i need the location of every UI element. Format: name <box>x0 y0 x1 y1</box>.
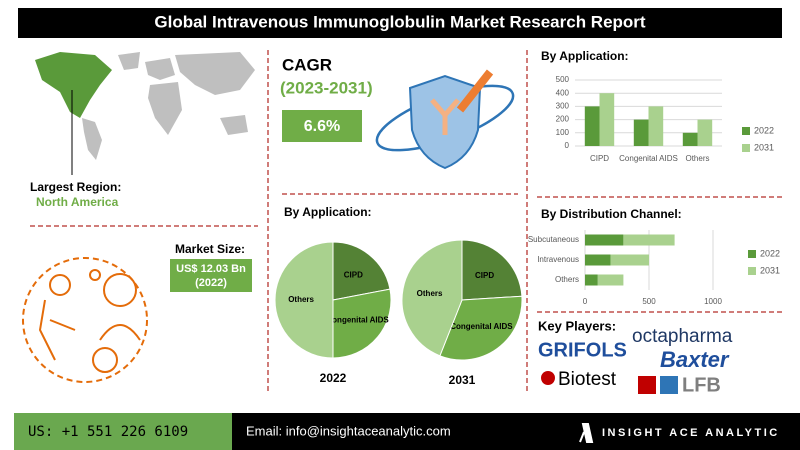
phone: US: +1 551 226 6109 <box>28 424 188 440</box>
chart-title: By Distribution Channel: <box>541 207 682 221</box>
world-map <box>35 52 255 175</box>
bar <box>648 106 664 146</box>
email: Email: info@insightaceanalytic.com <box>246 423 451 438</box>
shield-icon <box>375 69 515 170</box>
brand-icon <box>579 423 594 443</box>
market-size-value: US$ 12.03 Bn <box>176 263 246 275</box>
region-label: Largest Region: <box>30 180 121 194</box>
slice-label: Others <box>417 289 443 298</box>
x-tick-label: 500 <box>642 297 656 306</box>
pie-slice <box>332 288 392 359</box>
pie-slice <box>274 241 334 359</box>
market-size-year: (2022) <box>195 277 227 289</box>
slice-label: CIPD <box>344 271 363 280</box>
x-tick-label: 0 <box>583 297 588 306</box>
bar <box>682 132 698 146</box>
y-tick-label: 200 <box>556 115 570 124</box>
legend-label: 2022 <box>760 248 780 258</box>
y-tick-label: 0 <box>565 141 570 150</box>
header-bar <box>18 8 782 38</box>
key-players-label: Key Players: <box>538 318 616 333</box>
market-size-box <box>170 259 252 292</box>
y-tick-label: Subcutaneous <box>528 235 579 244</box>
bar <box>623 234 675 246</box>
slice-label: Congenital AIDS <box>450 322 513 331</box>
pie-title: 2031 <box>449 373 476 387</box>
bar <box>585 274 598 286</box>
page-title: Global Intravenous Immunoglobulin Market… <box>154 12 646 31</box>
bar <box>584 106 600 146</box>
y-tick-label: 100 <box>556 128 570 137</box>
x-tick-label: Congenital AIDS <box>619 154 678 163</box>
symptom-icon <box>22 257 148 383</box>
legend-swatch <box>748 267 756 275</box>
bar <box>599 93 615 146</box>
y-tick-label: Intravenous <box>537 255 579 264</box>
x-tick-label: 1000 <box>704 297 722 306</box>
x-tick-label: CIPD <box>590 154 609 163</box>
bar <box>633 119 649 146</box>
pie-slice <box>461 239 523 301</box>
slice-label: Congenital AIDS <box>326 315 389 324</box>
bar <box>597 274 624 286</box>
cagr-period: (2023-2031) <box>280 78 373 97</box>
bar <box>610 254 649 266</box>
legend-label: 2022 <box>754 125 774 135</box>
cagr-value: 6.6% <box>304 118 340 135</box>
pie-slice <box>401 239 463 357</box>
logo-baxter: Baxter <box>660 347 730 372</box>
logo-grifols: GRIFOLS <box>538 339 627 361</box>
phone-box <box>14 413 232 450</box>
logo-octapharma: octapharma <box>632 326 733 347</box>
y-tick-label: 500 <box>556 75 570 84</box>
footer-bar <box>232 413 800 450</box>
legend-label: 2031 <box>754 142 774 152</box>
slice-label: Others <box>288 295 314 304</box>
legend-label: 2031 <box>760 265 780 275</box>
legend-swatch <box>742 144 750 152</box>
y-tick-label: 300 <box>556 102 570 111</box>
x-tick-label: Others <box>685 154 709 163</box>
legend-swatch <box>742 127 750 135</box>
bar <box>585 234 624 246</box>
logo-mark <box>638 376 656 394</box>
y-tick-label: 400 <box>556 88 570 97</box>
cagr-box <box>282 110 362 142</box>
region-value: North America <box>36 195 119 209</box>
pie-title: 2022 <box>320 371 347 385</box>
legend-swatch <box>748 250 756 258</box>
brand: INSIGHT ACE ANALYTIC <box>602 427 780 439</box>
pie-slice <box>439 295 523 361</box>
slice-label: CIPD <box>475 271 494 280</box>
bar <box>585 254 611 266</box>
logo-biotest: Biotest <box>558 369 617 390</box>
market-size-label: Market Size: <box>175 242 245 256</box>
logo-lfb: LFB <box>682 374 721 396</box>
chart-title: By Application: <box>541 49 629 63</box>
bar <box>697 119 713 146</box>
logo-mark <box>541 371 555 385</box>
logo-mark <box>660 376 678 394</box>
y-tick-label: Others <box>555 275 579 284</box>
pie-slice <box>332 241 391 301</box>
cagr-label: CAGR <box>282 55 332 74</box>
pie-section-title: By Application: <box>284 205 372 219</box>
